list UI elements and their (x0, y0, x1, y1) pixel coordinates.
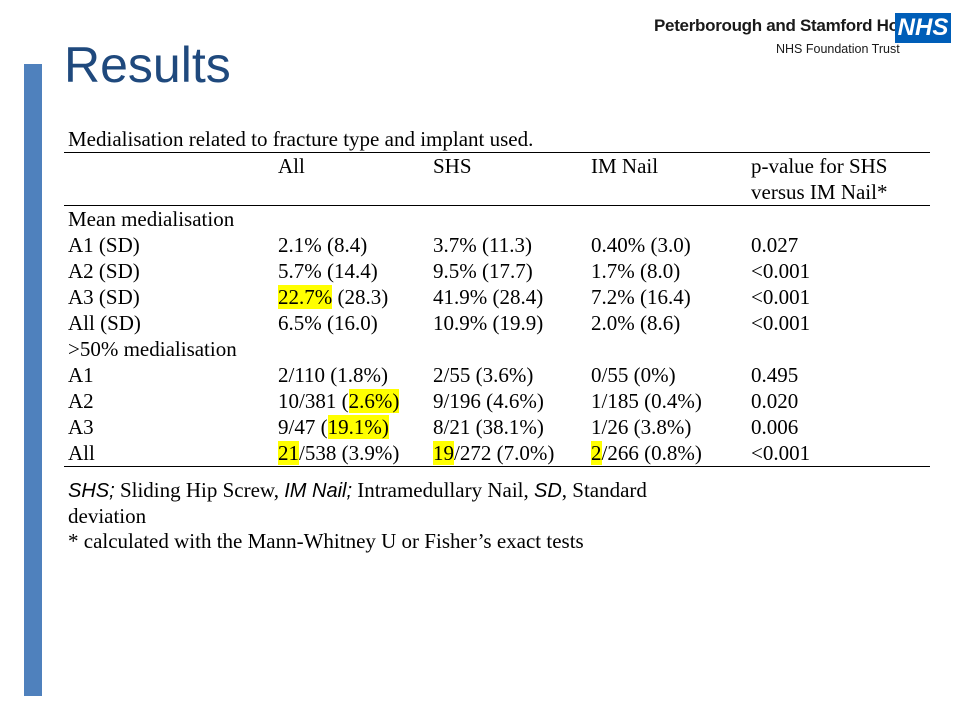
statistical-test-note: * calculated with the Mann-Whitney U or … (68, 529, 584, 553)
cell-all: 6.5% (16.0) (278, 311, 378, 335)
cell-shs: 10.9% (19.9) (433, 311, 544, 335)
hospital-logo: Peterborough and Stamford Hospitals NHS … (646, 6, 954, 64)
cell-im-nail: 2/266 (0.8%) (587, 440, 747, 467)
table-row: A3 9/47 (19.1%) 8/21 (38.1%) 1/26 (3.8%)… (64, 414, 930, 440)
cell-p-value: <0.001 (751, 311, 811, 335)
highlighted-value: 21 (278, 441, 299, 465)
header-p-value-line1: p-value for SHS (751, 154, 888, 178)
cell-shs: 3.7% (11.3) (433, 233, 532, 257)
cell-im-nail: 0/55 (0%) (591, 363, 676, 387)
highlighted-value: 22.7% (278, 285, 333, 309)
def-sd: , Standard (561, 478, 647, 502)
table-row: All 21/538 (3.9%) 19/272 (7.0%) 2/266 (0… (64, 440, 930, 467)
nhs-badge: NHS (895, 13, 951, 43)
def-im-nail: Intramedullary Nail, (352, 478, 534, 502)
abbreviation-note: SHS; Sliding Hip Screw, IM Nail; Intrame… (68, 478, 647, 504)
cell-all-pre: 10/381 ( (278, 389, 349, 413)
table-header-row: All SHS IM Nail p-value for SHS versus IM… (64, 152, 930, 206)
section-over-50-medialisation: >50% medialisation (68, 337, 237, 361)
table-caption: Medialisation related to fracture type a… (68, 127, 534, 151)
cell-p-value: <0.001 (751, 259, 811, 283)
section-mean-medialisation: Mean medialisation (68, 207, 235, 231)
cell-im-nail: 0.40% (3.0) (591, 233, 691, 257)
row-label: All (64, 440, 274, 467)
table-row: A2 10/381 (2.6%) 9/196 (4.6%) 1/185 (0.4… (64, 388, 930, 414)
highlighted-value: 2 (591, 441, 602, 465)
cell-im-nail: 7.2% (16.4) (591, 285, 691, 309)
cell-all: 2/110 (1.8%) (278, 363, 389, 387)
accent-bar (24, 64, 42, 696)
table-row: A3 (SD) 22.7% (28.3) 41.9% (28.4) 7.2% (… (64, 284, 930, 310)
cell-shs-rest: /272 (7.0%) (454, 441, 555, 465)
header-p-value: p-value for SHS versus IM Nail* (747, 152, 930, 206)
cell-all: 21/538 (3.9%) (274, 440, 429, 467)
cell-all: 22.7% (28.3) (274, 284, 429, 310)
cell-shs: 8/21 (38.1%) (433, 415, 544, 439)
logo-trust-name: NHS Foundation Trust (776, 42, 900, 56)
cell-all: 9/47 (19.1%) (274, 414, 429, 440)
header-label (64, 152, 274, 206)
def-shs: Sliding Hip Screw, (114, 478, 285, 502)
cell-all-rest: /538 (3.9%) (299, 441, 400, 465)
table-row: A2 (SD) 5.7% (14.4) 9.5% (17.7) 1.7% (8.… (64, 258, 930, 284)
logo-hospital-name: Peterborough and Stamford Hospitals (654, 16, 951, 35)
highlighted-value: 19 (433, 441, 454, 465)
cell-shs: 9.5% (17.7) (433, 259, 533, 283)
row-label: A1 (SD) (68, 233, 140, 257)
abbr-sd: SD (533, 480, 562, 502)
abbr-shs: SHS; (68, 480, 115, 502)
section-row: >50% medialisation (64, 336, 930, 362)
table-row: All (SD) 6.5% (16.0) 10.9% (19.9) 2.0% (… (64, 310, 930, 336)
cell-im-nail: 1/26 (3.8%) (591, 415, 692, 439)
cell-p-value: 0.020 (751, 389, 799, 413)
results-table: Medialisation related to fracture type a… (64, 126, 930, 467)
row-label: A2 (68, 389, 94, 413)
highlighted-value: 2.6%) (348, 389, 400, 413)
footnotes: SHS; Sliding Hip Screw, IM Nail; Intrame… (68, 478, 647, 554)
row-label: A3 (SD) (68, 285, 140, 309)
cell-p-value: 0.495 (751, 363, 799, 387)
abbr-im-nail: IM Nail; (284, 480, 353, 502)
cell-shs: 41.9% (28.4) (433, 285, 544, 309)
cell-im-nail: 2.0% (8.6) (591, 311, 681, 335)
cell-p-value: 0.027 (751, 233, 799, 257)
cell-shs: 9/196 (4.6%) (433, 389, 544, 413)
cell-all: 5.7% (14.4) (278, 259, 378, 283)
cell-im-nail: 1.7% (8.0) (591, 259, 681, 283)
cell-shs: 19/272 (7.0%) (429, 440, 587, 467)
row-label: A2 (SD) (68, 259, 140, 283)
table-row: A1 2/110 (1.8%) 2/55 (3.6%) 0/55 (0%) 0.… (64, 362, 930, 388)
header-im-nail: IM Nail (587, 152, 747, 206)
cell-shs: 2/55 (3.6%) (433, 363, 534, 387)
highlighted-value: 19.1%) (327, 415, 389, 439)
def-sd-continued: deviation (68, 504, 147, 528)
cell-im-nail: 1/185 (0.4%) (591, 389, 702, 413)
row-label: All (SD) (68, 311, 141, 335)
cell-all: 2.1% (8.4) (278, 233, 368, 257)
cell-im-rest: /266 (0.8%) (601, 441, 702, 465)
header-all: All (274, 152, 429, 206)
header-p-value-line2: versus IM Nail* (751, 180, 888, 204)
cell-p-value: <0.001 (751, 285, 811, 309)
header-shs: SHS (429, 152, 587, 206)
cell-all-rest: (28.3) (332, 285, 389, 309)
cell-p-value: 0.006 (751, 415, 799, 439)
row-label: A3 (68, 415, 94, 439)
row-label: A1 (68, 363, 94, 387)
table-row: A1 (SD) 2.1% (8.4) 3.7% (11.3) 0.40% (3.… (64, 232, 930, 258)
cell-all-pre: 9/47 ( (278, 415, 328, 439)
cell-all: 10/381 (2.6%) (274, 388, 429, 414)
section-row: Mean medialisation (64, 206, 930, 233)
cell-p-value: <0.001 (747, 440, 930, 467)
slide-title: Results (64, 37, 231, 93)
